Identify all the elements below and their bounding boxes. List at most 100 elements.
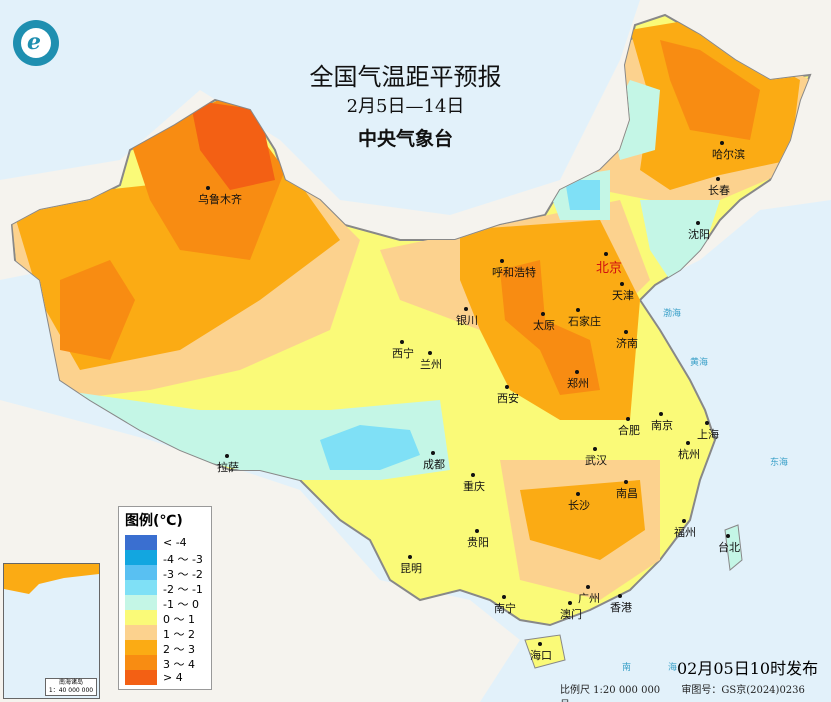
city-label: 乌鲁木齐 xyxy=(198,193,242,206)
city-marker xyxy=(696,221,700,225)
map-title: 全国气温距平预报 xyxy=(309,63,502,91)
city-marker xyxy=(618,594,622,598)
legend-swatch xyxy=(125,640,157,655)
city-label: 太原 xyxy=(533,319,555,332)
city-label: 广州 xyxy=(578,592,600,605)
footer: 比例尺 1:20 000 000 审图号：GS京(2024)0236号 xyxy=(560,681,831,702)
city-label: 昆明 xyxy=(400,562,422,575)
city-label: 济南 xyxy=(616,337,638,350)
city-marker xyxy=(500,259,504,263)
city-marker xyxy=(586,585,590,589)
city-label: 天津 xyxy=(612,289,634,302)
city-marker xyxy=(624,330,628,334)
anomaly-2-3-hunan xyxy=(520,480,645,560)
city-marker xyxy=(624,480,628,484)
hainan xyxy=(524,634,566,669)
city-marker xyxy=(593,447,597,451)
city-marker xyxy=(575,370,579,374)
city-label: 北京 xyxy=(596,261,623,276)
city-label: 西宁 xyxy=(392,347,414,360)
city-label: 长春 xyxy=(708,184,730,197)
city-marker xyxy=(626,417,630,421)
legend-swatch xyxy=(125,655,157,670)
legend-swatch xyxy=(125,670,157,685)
city-label: 银川 xyxy=(456,314,478,327)
anomaly-3-4-northeast xyxy=(660,40,760,140)
city-marker xyxy=(726,534,730,538)
legend-label: -3 ～ -2 xyxy=(163,568,203,581)
city-marker xyxy=(604,252,608,256)
legend-swatch xyxy=(125,625,157,640)
issuer: 中央气象台 xyxy=(357,128,453,150)
scale-text: 比例尺 1:20 000 000 xyxy=(560,685,661,696)
sea-label: 东海 xyxy=(770,458,789,468)
city-label: 澳门 xyxy=(560,608,582,621)
legend-label: -2 ～ -1 xyxy=(163,583,203,596)
legend-swatch xyxy=(125,565,157,580)
legend-item: > 4 xyxy=(125,670,215,685)
city-label: 福州 xyxy=(674,526,696,539)
city-marker xyxy=(505,385,509,389)
approval-number: 审图号：GS京(2024)0236号 xyxy=(560,685,805,702)
legend-item: -3 ～ -2 xyxy=(125,565,215,581)
city-marker xyxy=(716,177,720,181)
city-label: 南宁 xyxy=(494,602,516,615)
legend-item: 0 ～ 1 xyxy=(125,610,215,626)
city-label: 海口 xyxy=(530,649,552,662)
city-marker xyxy=(206,186,210,190)
anomaly-neg2-inner-mongolia xyxy=(565,180,600,210)
legend-swatch xyxy=(125,610,157,625)
city-marker xyxy=(568,601,572,605)
city-marker xyxy=(705,421,709,425)
city-marker xyxy=(400,340,404,344)
anomaly-gt4-xinjiang xyxy=(190,100,275,190)
city-label: 南京 xyxy=(651,419,673,432)
city-label: 哈尔滨 xyxy=(712,148,745,161)
legend-item: 3 ～ 4 xyxy=(125,655,215,671)
city-label: 武汉 xyxy=(585,454,607,467)
city-label: 重庆 xyxy=(463,480,485,493)
legend-swatch xyxy=(125,580,157,595)
anomaly-3-4-west xyxy=(60,260,135,360)
sea-label: 黄海 xyxy=(690,358,709,368)
city-marker xyxy=(576,308,580,312)
city-marker xyxy=(464,307,468,311)
legend-item: 2 ～ 3 xyxy=(125,640,215,656)
city-label: 南昌 xyxy=(616,487,638,500)
legend-label: 1 ～ 2 xyxy=(163,628,195,641)
city-label: 贵阳 xyxy=(467,536,489,549)
city-marker xyxy=(659,412,663,416)
inset-scale: 南海诸岛 1：40 000 000 xyxy=(45,678,97,696)
city-label: 拉萨 xyxy=(217,461,239,474)
legend-swatch xyxy=(125,595,157,610)
legend-label: > 4 xyxy=(163,671,183,684)
city-label: 沈阳 xyxy=(688,228,710,241)
legend-label: 2 ～ 3 xyxy=(163,643,195,656)
city-marker xyxy=(541,312,545,316)
city-label: 呼和浩特 xyxy=(492,266,536,279)
city-marker xyxy=(408,555,412,559)
legend-item: 1 ～ 2 xyxy=(125,625,215,641)
anomaly-neg2-tibet xyxy=(320,425,420,470)
city-label: 石家庄 xyxy=(568,315,601,328)
forecast-period: 2月5日—14日 xyxy=(346,96,465,117)
city-marker xyxy=(502,595,506,599)
south-china-sea-inset: 南海诸岛 1：40 000 000 xyxy=(3,563,100,699)
city-marker xyxy=(428,351,432,355)
legend-swatch xyxy=(125,535,157,550)
legend-label: 0 ～ 1 xyxy=(163,613,195,626)
city-marker xyxy=(686,441,690,445)
legend-title: 图例(℃) xyxy=(125,513,183,529)
city-marker xyxy=(720,141,724,145)
legend-label: -4 ～ -3 xyxy=(163,553,203,566)
legend-swatch xyxy=(125,550,157,565)
city-marker xyxy=(538,642,542,646)
legend-label: 3 ～ 4 xyxy=(163,658,195,671)
cma-logo: ℯ xyxy=(13,20,59,66)
city-label: 台北 xyxy=(718,541,740,554)
city-label: 西安 xyxy=(497,392,519,405)
city-marker xyxy=(576,492,580,496)
city-marker xyxy=(431,451,435,455)
legend-item: -4 ～ -3 xyxy=(125,550,215,566)
